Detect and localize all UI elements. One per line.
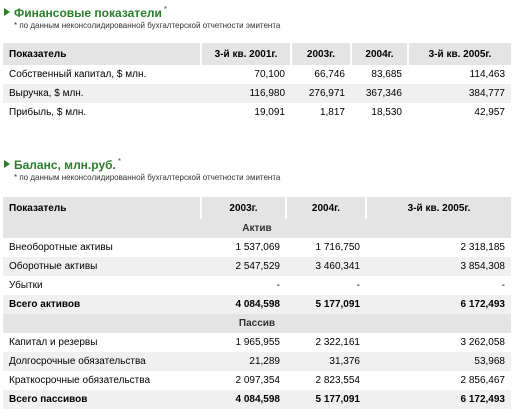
note: * по данным неконсолидированной бухгалте… — [14, 21, 281, 30]
table-body: Собственный капитал, $ млн. 70,100 66,746 8… — [3, 65, 511, 122]
table-cell: 2 547,529 — [201, 257, 286, 276]
header-row: Показатель 3-й кв. 2001г. 2003г. 2004г. 3-й … — [3, 43, 511, 65]
data-table: Показатель 2003г. 2004г. 3-й кв. 2005г. Акти… — [3, 197, 511, 409]
group-row: Актив — [3, 219, 511, 238]
table-cell: 83,685 — [371, 69, 402, 80]
table-body: Актив Внеоборотные активы 1 537,069 1 716,7… — [3, 219, 511, 409]
table-cell: Всего активов — [3, 295, 201, 314]
header-cell: 3-й кв. 2005г. — [407, 43, 511, 65]
table-row: Краткосрочные обязательства 2 097,354 2 82… — [3, 371, 511, 390]
table-row: Капитал и резервы 1 965,955 2 322,161 3 262… — [3, 333, 511, 352]
header-cell: 3-й кв. 2001г. — [200, 43, 291, 65]
group-label: Актив — [3, 219, 511, 238]
table-cell: 5 177,091 — [286, 295, 366, 314]
table-cell: 4 084,598 — [201, 295, 286, 314]
table-cell: 18,530 — [371, 107, 402, 118]
title-text: Финансовые показатели — [14, 6, 162, 20]
bullet — [4, 8, 10, 16]
table-cell: 116,980 — [201, 84, 291, 103]
table-cell: 3 460,341 — [286, 257, 366, 276]
table-cell: - — [356, 280, 360, 291]
note: * по данным неконсолидированной бухгалте… — [14, 173, 281, 182]
table-cell: Всего пассивов — [3, 390, 201, 409]
table-cell: 42,957 — [474, 107, 505, 118]
table-cell: 6 172,493 — [366, 390, 511, 409]
header-cell: Показатель — [3, 197, 201, 219]
data-table: Показатель 3-й кв. 2001г. 2003г. 2004г. 3-й … — [3, 43, 511, 122]
section: Баланс, млн.руб. * * по данным неконсолиди… — [0, 152, 515, 409]
table-cell: 276,971 — [291, 84, 351, 103]
table-cell: - — [501, 280, 505, 291]
bullet — [4, 160, 10, 168]
table-row: Собственный капитал, $ млн. 70,100 66,746 8… — [3, 65, 511, 84]
group-row: Пассив — [3, 314, 511, 333]
table-row: Всего пассивов 4 084,598 5 177,091 6 172,49… — [3, 390, 511, 409]
title-text: Баланс, млн.руб. — [14, 158, 116, 172]
title-mark: * — [163, 5, 167, 14]
section-title: Баланс, млн.руб. * — [0, 157, 515, 173]
header-cell: 2003г. — [200, 197, 286, 219]
table-row: Прибыль, $ млн. 19,091 1,817 18,530 42,957 — [3, 103, 511, 122]
table-cell: 1 716,750 — [315, 242, 361, 253]
table-cell: 19,091 — [254, 107, 285, 118]
table-cell: 2 823,554 — [315, 375, 361, 386]
table-cell: - — [276, 280, 280, 291]
table-cell: 4 084,598 — [201, 390, 286, 409]
table-cell: 70,100 — [254, 69, 285, 80]
header-cell: 2004г. — [285, 197, 366, 219]
title-mark: * — [117, 157, 121, 166]
table-cell: Внеоборотные активы — [9, 242, 113, 253]
table-head: Показатель 3-й кв. 2001г. 2003г. 2004г. 3-й … — [3, 43, 511, 65]
table-cell: 3 262,058 — [460, 337, 506, 348]
header-row: Показатель 2003г. 2004г. 3-й кв. 2005г. — [3, 197, 511, 219]
table-head: Показатель 2003г. 2004г. 3-й кв. 2005г. — [3, 197, 511, 219]
header-cell: 2004г. — [350, 43, 408, 65]
table-cell: 6 172,493 — [366, 295, 511, 314]
header-cell: Показатель — [3, 43, 201, 65]
table-cell: 114,463 — [469, 69, 505, 80]
header-cell: 3-й кв. 2005г. — [365, 197, 511, 219]
table-cell: 66,746 — [314, 69, 345, 80]
table-row: Всего активов 4 084,598 5 177,091 6 172,493 — [3, 295, 511, 314]
table-cell: 1,817 — [319, 107, 345, 118]
table-cell: 1 965,955 — [235, 337, 281, 348]
table-cell: Капитал и резервы — [9, 337, 98, 348]
table-cell: 2 322,161 — [315, 337, 361, 348]
table-cell: Убытки — [9, 280, 43, 291]
table-cell: Выручка, $ млн. — [3, 84, 201, 103]
header-cell: 2003г. — [290, 43, 351, 65]
table-cell: Оборотные активы — [3, 257, 201, 276]
group-label: Пассив — [3, 314, 511, 333]
table-row: Внеоборотные активы 1 537,069 1 716,750 2 3… — [3, 238, 511, 257]
table-row: Выручка, $ млн. 116,980 276,971 367,346 384,… — [3, 84, 511, 103]
section: Финансовые показатели * * по данным неконс… — [0, 0, 515, 118]
table-cell: 21,289 — [201, 352, 286, 371]
section-title: Финансовые показатели * — [0, 5, 515, 21]
table-cell: 53,968 — [366, 352, 511, 371]
table-row: Оборотные активы 2 547,529 3 460,341 3 854,… — [3, 257, 511, 276]
table-row: Убытки - - - — [3, 276, 511, 295]
table-cell: 2 097,354 — [235, 375, 281, 386]
table-cell: 2 318,185 — [460, 242, 506, 253]
table-cell: 1 537,069 — [235, 242, 281, 253]
table-cell: 2 856,467 — [460, 375, 506, 386]
table-row: Долгосрочные обязательства 21,289 31,376 53… — [3, 352, 511, 371]
table-cell: 5 177,091 — [286, 390, 366, 409]
table-cell: 384,777 — [408, 84, 511, 103]
table-cell: 3 854,308 — [366, 257, 511, 276]
table-cell: Краткосрочные обязательства — [9, 375, 151, 386]
table-cell: 31,376 — [286, 352, 366, 371]
table-cell: Прибыль, $ млн. — [9, 107, 87, 118]
table-cell: Собственный капитал, $ млн. — [9, 69, 147, 80]
table-cell: 367,346 — [351, 84, 408, 103]
table-cell: Долгосрочные обязательства — [3, 352, 201, 371]
